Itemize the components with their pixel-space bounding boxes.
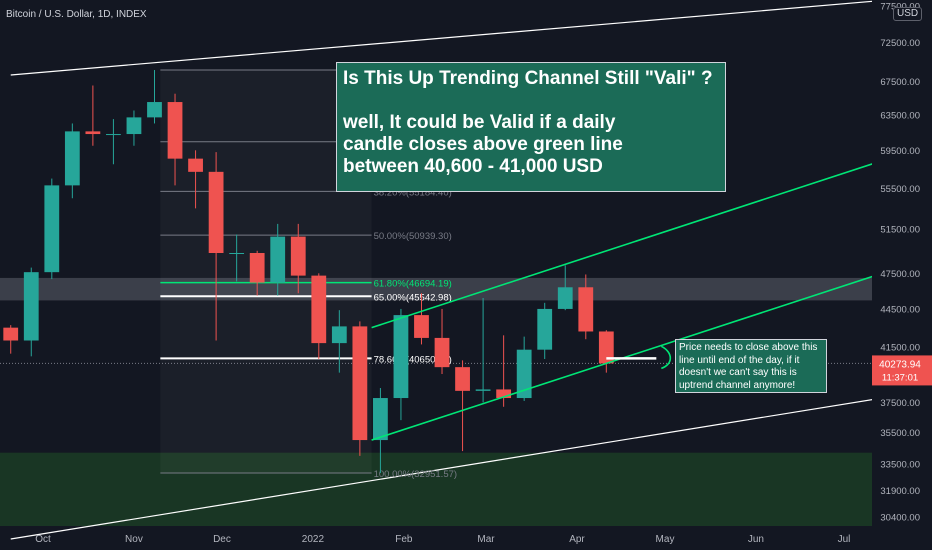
last-price-value: 40273.94 <box>879 359 921 370</box>
symbol-title: Bitcoin / U.S. Dollar, 1D, INDEX <box>6 9 147 20</box>
candle <box>290 223 306 294</box>
candle <box>331 310 347 373</box>
candle <box>373 388 388 474</box>
candle <box>270 223 286 296</box>
annotation-headline: Is This Up Trending Channel Still "Vali"… <box>343 68 713 89</box>
x-tick-label: Apr <box>569 534 585 545</box>
y-tick-label: 55500.00 <box>880 184 920 195</box>
callout-line: doesn't we can't say this is <box>679 367 797 378</box>
y-tick-label: 37500.00 <box>880 398 920 409</box>
fib-level-label: 65.00%(45542.98) <box>374 292 452 303</box>
fib-level-label: 61.80%(46694.19) <box>374 279 452 290</box>
price-axis-panel[interactable] <box>872 0 932 550</box>
candle <box>578 274 594 340</box>
channel-upper-line[interactable] <box>371 154 900 329</box>
x-tick-label: Oct <box>35 534 51 545</box>
candle <box>352 321 368 456</box>
x-tick-label: Feb <box>395 534 413 545</box>
y-tick-label: 47500.00 <box>880 269 920 280</box>
currency-badge[interactable]: USD <box>893 7 923 21</box>
candle <box>434 308 450 375</box>
candle <box>167 93 183 186</box>
fib-level-label: 38.20%(55184.40) <box>374 187 452 198</box>
y-tick-label: 41500.00 <box>880 343 920 354</box>
y-tick-label: 51500.00 <box>880 225 920 236</box>
candle <box>537 302 553 360</box>
annotation-line: candle closes above green line <box>343 134 623 155</box>
candle <box>249 250 265 296</box>
y-tick-label: 33500.00 <box>880 459 920 470</box>
callout-note[interactable]: Price needs to close above this line unt… <box>675 339 827 393</box>
candle <box>44 178 60 280</box>
upper-trend-line[interactable] <box>10 0 900 76</box>
x-tick-label: May <box>656 534 675 545</box>
last-price-badge <box>872 355 932 386</box>
y-tick-label: 59500.00 <box>880 146 920 157</box>
x-tick-label: Dec <box>213 534 231 545</box>
candle <box>414 293 429 345</box>
candle <box>496 335 512 407</box>
last-price-label: 40273.94 11:37:01 <box>872 355 932 386</box>
y-tick-label: 31900.00 <box>880 486 920 497</box>
annotation-line: well, It could be Valid if a daily <box>343 112 616 133</box>
candle <box>3 325 19 354</box>
y-tick-label: 30400.00 <box>880 513 920 524</box>
fib-level-label: 78.60%(40650.32) <box>374 354 452 365</box>
y-tick-label: 72500.00 <box>880 38 920 49</box>
candle <box>311 273 327 360</box>
callout-line: Price needs to close above this <box>679 342 818 353</box>
x-tick-label: Jun <box>748 534 764 545</box>
candle <box>188 150 203 209</box>
channel-lower-line[interactable] <box>371 266 900 441</box>
candle <box>598 330 614 373</box>
candle <box>147 70 162 124</box>
x-tick-label: Jul <box>838 534 851 545</box>
lower-trend-line[interactable] <box>10 394 900 540</box>
fib-level-label: 100.00%(32951.57) <box>374 469 457 480</box>
candle <box>229 234 245 282</box>
y-tick-label: 67500.00 <box>880 77 920 88</box>
candle <box>208 152 224 341</box>
bar-countdown: 11:37:01 <box>882 372 918 383</box>
y-tick-label: 44500.00 <box>880 304 920 315</box>
candle <box>455 360 470 452</box>
candle <box>64 123 80 199</box>
candle <box>23 267 39 357</box>
fib-level-label: 50.00%(50939.30) <box>374 231 452 242</box>
candle <box>393 308 409 421</box>
callout-line: uptrend channel anymore! <box>679 379 796 391</box>
annotation-line: between 40,600 - 41,000 USD <box>343 156 603 177</box>
y-tick-label: 63500.00 <box>880 110 920 121</box>
candle <box>475 298 491 403</box>
curved-arrow <box>660 345 672 370</box>
resistance-zone <box>0 277 872 301</box>
time-axis: Oct Nov Dec 2022 Feb Mar Apr May Jun Jul <box>35 534 850 545</box>
x-tick-label: Nov <box>125 534 143 545</box>
candle <box>557 265 573 311</box>
callout-line: line until end of the day, if it <box>679 354 800 366</box>
candles <box>3 70 614 474</box>
annotation-note[interactable]: Is This Up Trending Channel Still "Vali"… <box>336 62 726 192</box>
candle <box>85 85 101 146</box>
support-zone <box>0 452 872 526</box>
y-tick-label: 35500.00 <box>880 428 920 439</box>
x-tick-label: Mar <box>477 534 495 545</box>
candle <box>126 110 142 146</box>
x-tick-label: 2022 <box>302 534 325 545</box>
candle <box>106 119 121 165</box>
